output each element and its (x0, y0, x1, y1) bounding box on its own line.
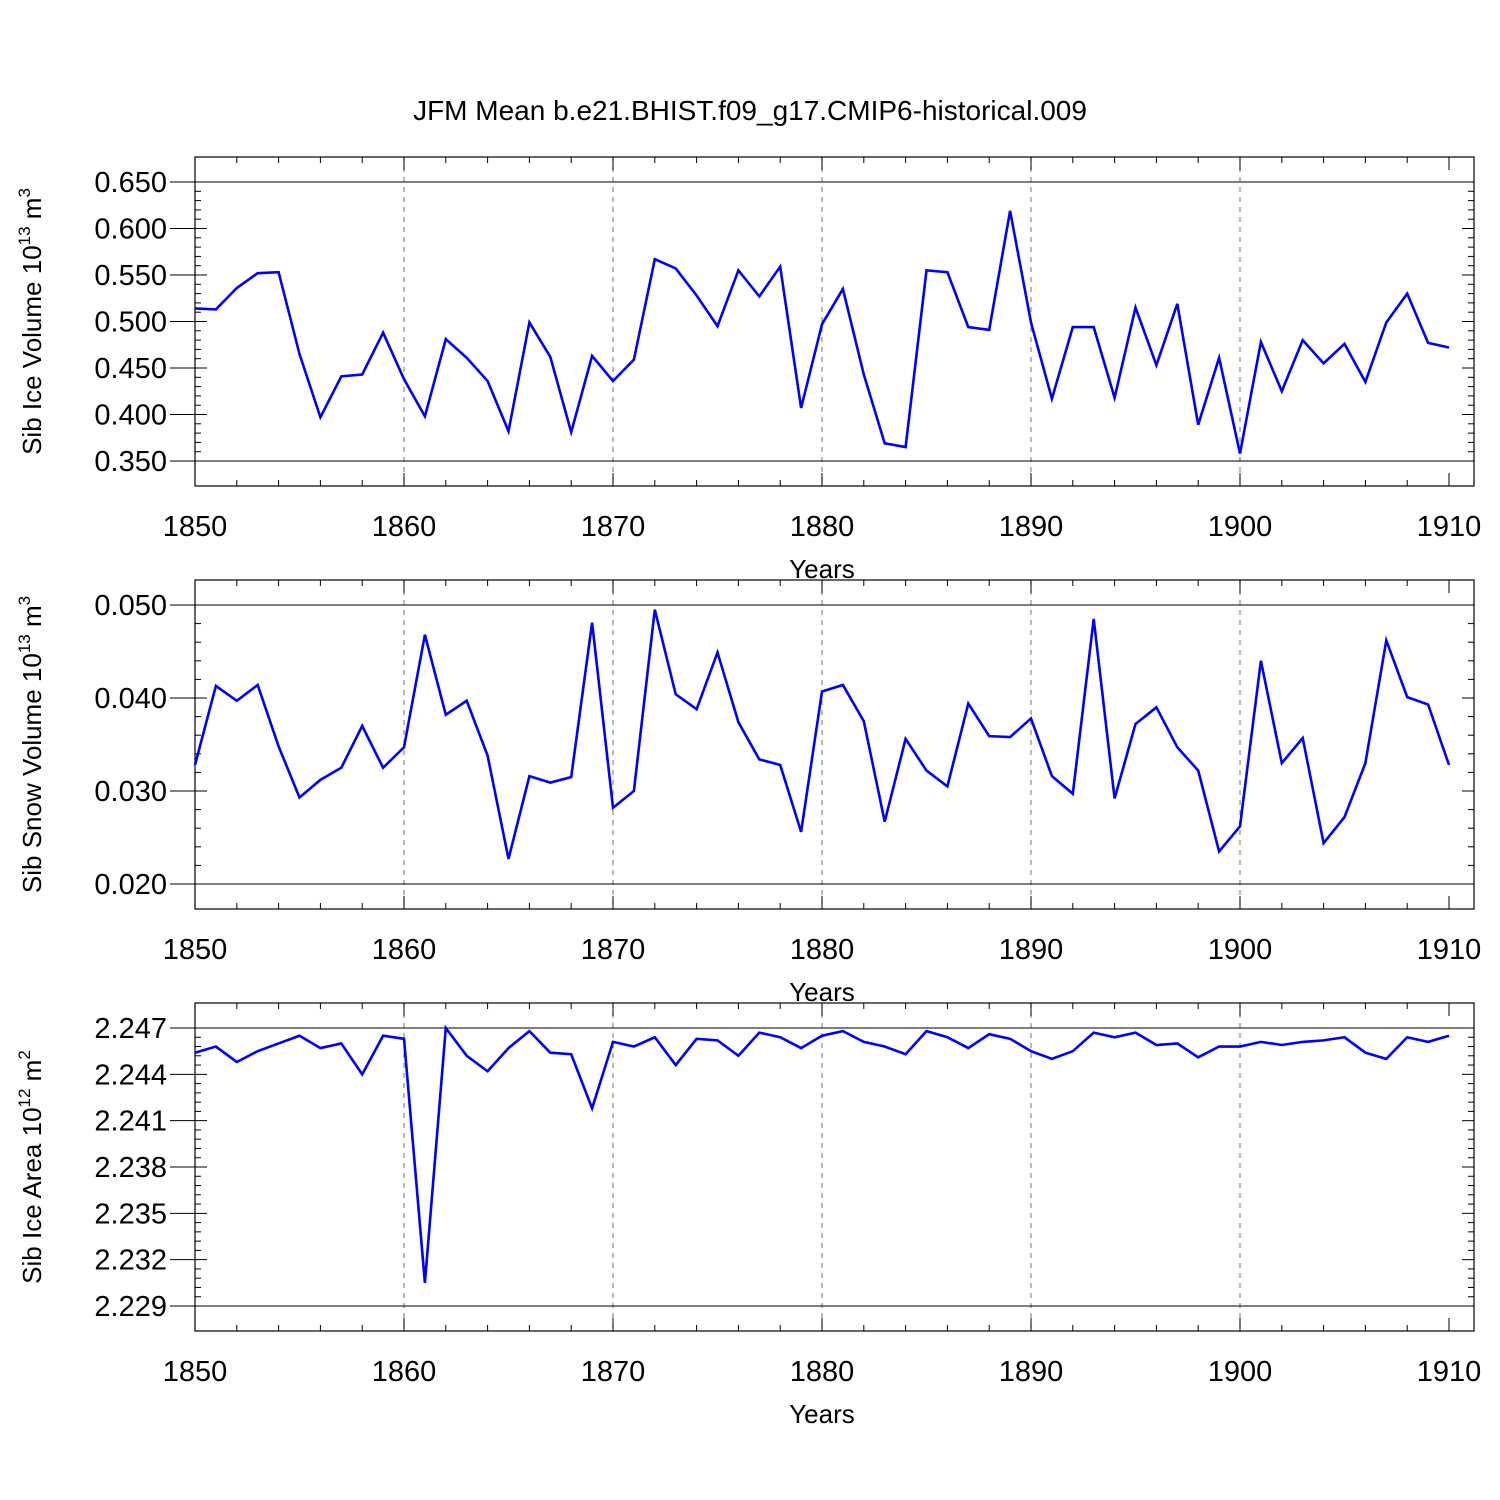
y-tick-label: 0.040 (94, 683, 167, 715)
y-axis-label-unit-exponent: 3 (15, 596, 34, 605)
y-tick-label: 0.500 (94, 307, 167, 339)
y-axis-label-unit-exponent: 3 (15, 188, 34, 197)
panel-snow-volume: 0.020 0.030 0.040 0.050 1850 1860 1870 1880 1890… (15, 579, 1482, 1007)
x-tick-label: 1850 (163, 511, 228, 543)
y-tick-label: 2.247 (94, 1013, 167, 1045)
series-line (193, 609, 1451, 860)
y-tick-label: 0.020 (94, 869, 167, 901)
y-tick-label: 2.229 (94, 1291, 167, 1323)
y-axis-label-text: Sib Ice Area 10 (17, 1107, 47, 1283)
y-tick-label: 0.350 (94, 446, 167, 478)
y-axis-label-unit: m (17, 1060, 47, 1089)
x-tick-label: 1910 (1417, 1356, 1482, 1388)
series-line (194, 210, 1450, 454)
plot-frame (194, 156, 1475, 487)
x-tick-label: 1900 (1208, 934, 1273, 966)
y-tick-label: 0.550 (94, 260, 167, 292)
y-axis-label-unit: m (17, 198, 47, 227)
x-axis-label: Years (789, 977, 855, 1007)
y-tick-label: 2.241 (94, 1106, 167, 1138)
panel-ice-area: 2.229 2.232 2.235 2.238 2.241 2.244 2.247 1850 1… (15, 1002, 1482, 1429)
y-tick-label: 2.235 (94, 1198, 167, 1230)
x-tick-label: 1880 (790, 934, 855, 966)
x-tick-label: 1880 (790, 1356, 855, 1388)
y-tick-label: 0.400 (94, 400, 167, 432)
x-tick-label: 1890 (999, 511, 1064, 543)
plot-frame (194, 1002, 1475, 1332)
x-axis-label: Years (789, 554, 855, 584)
x-tick-label: 1860 (372, 934, 437, 966)
x-tick-label: 1850 (163, 934, 228, 966)
y-axis-label-text: Sib Snow Volume 10 (17, 653, 47, 893)
x-axis-label: Years (789, 1399, 855, 1429)
x-tick-label: 1900 (1208, 1356, 1273, 1388)
y-tick-label: 0.450 (94, 353, 167, 385)
series-line (194, 1024, 1450, 1283)
y-axis-label-text: Sib Ice Volume 10 (17, 245, 47, 455)
x-tick-label: 1850 (163, 1356, 228, 1388)
y-axis-label-exponent: 13 (15, 634, 34, 653)
y-tick-label: 2.232 (94, 1245, 167, 1277)
y-tick-label: 2.238 (94, 1152, 167, 1184)
x-tick-label: 1870 (581, 1356, 646, 1388)
x-tick-label: 1860 (372, 1356, 437, 1388)
x-tick-label: 1910 (1417, 511, 1482, 543)
x-tick-label: 1870 (581, 511, 646, 543)
y-axis-label-exponent: 13 (15, 226, 34, 245)
x-tick-label: 1900 (1208, 511, 1273, 543)
figure-title: JFM Mean b.e21.BHIST.f09_g17.CMIP6-histo… (413, 95, 1087, 126)
y-tick-label: 0.650 (94, 167, 167, 199)
y-tick-label: 0.050 (94, 590, 167, 622)
y-axis-label: Sib Ice Area 1012 m2 (15, 1050, 47, 1284)
y-axis-label: Sib Snow Volume 1013 m3 (15, 596, 47, 893)
x-tick-label: 1890 (999, 934, 1064, 966)
panel-ice-volume: 0.350 0.400 0.450 0.500 0.550 0.600 0.650 1850 1… (15, 156, 1482, 584)
plot-frame (194, 579, 1475, 910)
y-axis-label-exponent: 12 (15, 1089, 34, 1108)
x-tick-label: 1890 (999, 1356, 1064, 1388)
y-axis-label: Sib Ice Volume 1013 m3 (15, 188, 47, 455)
x-tick-label: 1880 (790, 511, 855, 543)
y-axis-label-unit: m (17, 605, 47, 634)
y-tick-label: 2.244 (94, 1059, 167, 1091)
y-tick-label: 0.600 (94, 214, 167, 246)
x-tick-label: 1870 (581, 934, 646, 966)
x-tick-label: 1910 (1417, 934, 1482, 966)
y-tick-label: 0.030 (94, 776, 167, 808)
y-axis-label-unit-exponent: 2 (15, 1050, 34, 1059)
x-tick-label: 1860 (372, 511, 437, 543)
